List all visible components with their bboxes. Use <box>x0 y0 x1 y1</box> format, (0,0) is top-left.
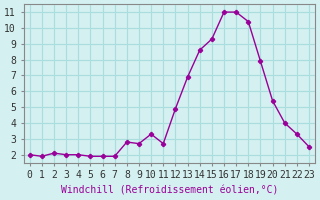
X-axis label: Windchill (Refroidissement éolien,°C): Windchill (Refroidissement éolien,°C) <box>61 186 278 196</box>
